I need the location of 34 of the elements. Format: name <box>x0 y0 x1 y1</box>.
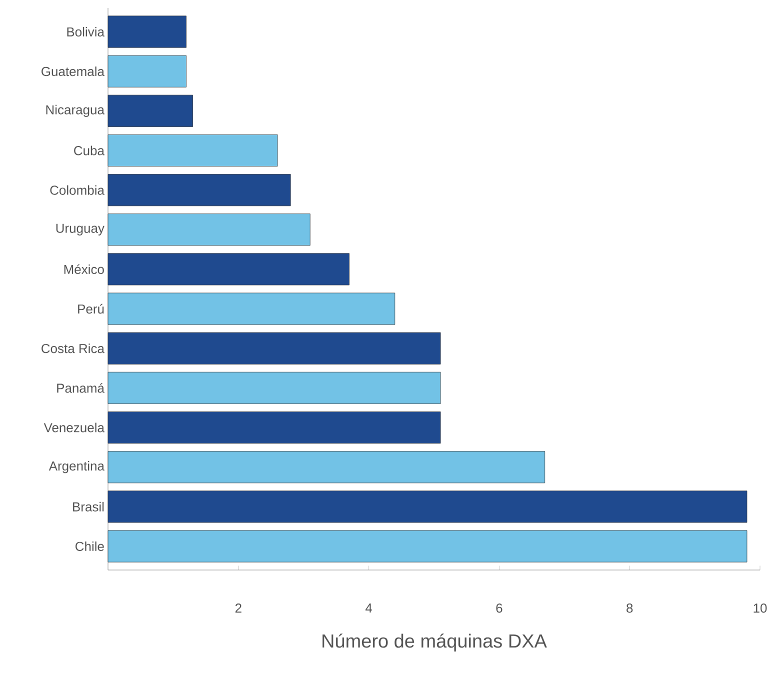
bar <box>108 134 278 167</box>
x-tick-label: 4 <box>365 604 372 612</box>
bar <box>108 253 350 286</box>
y-tick-label: Venezuela <box>44 422 104 432</box>
x-tick-label: 2 <box>235 604 242 613</box>
x-axis-title: Número de máquinas DXA <box>322 634 547 652</box>
y-tick-label: Bolivia <box>67 26 104 37</box>
bar <box>108 530 748 562</box>
bar <box>108 292 396 325</box>
x-tick-label: 6 <box>496 604 502 613</box>
bar <box>108 174 291 206</box>
y-tick-label: Nicaragua <box>46 104 104 117</box>
bar <box>108 332 441 364</box>
x-tick-label: 8 <box>626 604 633 613</box>
y-tick-label: Guatemala <box>42 66 104 76</box>
bar <box>108 490 748 523</box>
y-tick-label: Uruguay <box>56 224 104 236</box>
y-tick-label: México <box>64 264 104 274</box>
bar <box>108 214 310 246</box>
bar <box>108 372 441 404</box>
bar <box>108 451 546 484</box>
y-tick-label: Cuba <box>74 146 104 156</box>
y-tick-label: Colombia <box>50 185 104 195</box>
bar <box>108 55 186 88</box>
y-tick-label: Costa Rica <box>42 344 104 354</box>
bar <box>108 411 441 444</box>
y-tick-label: Brasil <box>73 502 104 512</box>
y-tick-label: Panamá <box>57 383 104 393</box>
bar <box>108 94 193 127</box>
y-tick-label: Argentina <box>48 461 104 474</box>
y-tick-label: Chile <box>76 541 104 552</box>
bar <box>108 16 186 48</box>
x-tick-label: 10 <box>754 604 767 613</box>
y-tick-label: Perú <box>78 304 104 314</box>
